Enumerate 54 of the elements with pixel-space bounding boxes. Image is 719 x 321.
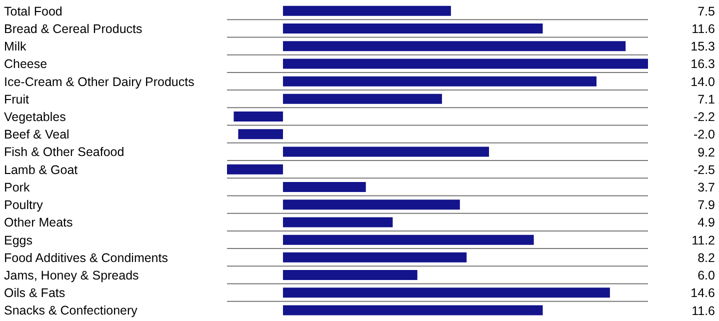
bar	[282, 252, 467, 262]
data-label: -2.5	[693, 162, 716, 177]
y-tick-label: Cheese	[4, 57, 48, 72]
y-tick-label: Jams, Honey & Spreads	[4, 268, 139, 282]
bar	[282, 94, 442, 104]
data-label: -2.0	[693, 128, 716, 142]
data-label: 3.7	[698, 180, 716, 194]
bar	[282, 234, 534, 245]
y-tick-label: Beef & Veal	[4, 128, 70, 142]
bar	[238, 129, 283, 140]
y-tick-label: Oils & Fats	[4, 286, 66, 300]
data-label: 11.6	[692, 22, 716, 36]
bar	[282, 41, 626, 52]
bar	[282, 58, 648, 69]
y-tick-label: Fruit	[4, 92, 30, 106]
bar	[234, 112, 283, 122]
data-label: 4.9	[698, 216, 716, 230]
y-tick-label: Food Additives & Condiments	[4, 250, 168, 265]
bar	[282, 270, 418, 280]
data-label: 6.0	[698, 268, 716, 283]
y-tick-label: Ice-Cream & Other Dairy Products	[4, 74, 194, 89]
data-label: 11.6	[692, 304, 716, 318]
data-label: 7.5	[698, 4, 716, 18]
y-tick-label: Bread & Cereal Products	[4, 22, 142, 36]
bar	[282, 200, 460, 210]
data-label: 14.6	[690, 286, 716, 300]
y-tick-label: Milk	[4, 40, 27, 54]
bar	[282, 288, 610, 298]
bar	[282, 76, 596, 86]
data-label: 11.2	[692, 233, 716, 248]
y-tick-label: Lamb & Goat	[4, 162, 78, 177]
y-tick-label: Fish & Other Seafood	[4, 145, 124, 160]
data-label: 14.0	[690, 74, 716, 89]
bar	[282, 305, 543, 316]
y-tick-label: Eggs	[4, 233, 32, 248]
data-label: 16.3	[690, 57, 716, 72]
bar	[282, 182, 366, 192]
y-tick-label: Pork	[4, 180, 30, 194]
y-tick-label: Total Food	[4, 4, 62, 18]
y-tick-label: Vegetables	[4, 110, 66, 124]
bar	[282, 217, 393, 228]
y-tick-label: Poultry	[4, 198, 44, 212]
bar	[282, 6, 451, 16]
y-tick-label: Snacks & Confectionery	[4, 304, 138, 318]
bar	[282, 146, 490, 157]
bar	[282, 23, 543, 34]
data-label: 15.3	[690, 40, 716, 54]
y-tick-label: Other Meats	[4, 216, 73, 230]
data-label: -2.2	[693, 110, 716, 124]
data-label: 8.2	[698, 250, 716, 265]
data-label: 9.2	[698, 145, 716, 160]
data-label: 7.9	[698, 198, 716, 212]
data-label: 7.1	[698, 92, 716, 106]
bar	[227, 164, 283, 174]
